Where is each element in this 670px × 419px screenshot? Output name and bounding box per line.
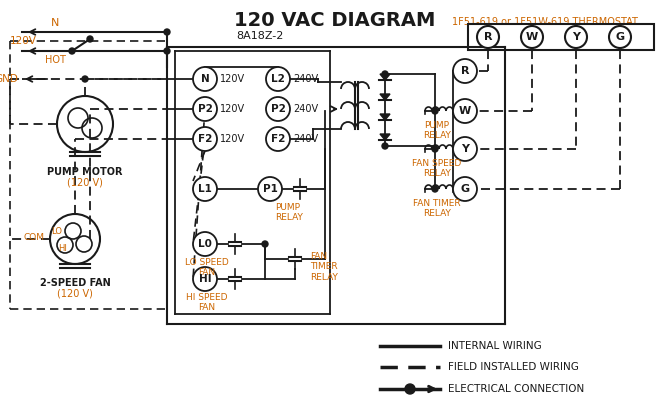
Circle shape xyxy=(432,186,438,192)
Text: LO: LO xyxy=(52,227,62,235)
Circle shape xyxy=(477,26,499,48)
Text: W: W xyxy=(526,32,538,42)
Polygon shape xyxy=(380,74,390,80)
Circle shape xyxy=(432,146,438,152)
Text: COM: COM xyxy=(24,233,45,241)
Circle shape xyxy=(266,97,290,121)
Text: P1: P1 xyxy=(263,184,277,194)
Text: HI: HI xyxy=(199,274,211,284)
Circle shape xyxy=(69,48,75,54)
Circle shape xyxy=(382,71,388,77)
Circle shape xyxy=(164,48,170,54)
Polygon shape xyxy=(380,134,390,140)
Text: N: N xyxy=(200,74,209,84)
Text: G: G xyxy=(460,184,470,194)
Text: 120V: 120V xyxy=(220,104,245,114)
Text: 240V: 240V xyxy=(293,134,318,144)
Circle shape xyxy=(262,241,268,247)
Text: FAN
TIMER
RELAY: FAN TIMER RELAY xyxy=(310,252,338,282)
Text: 2-SPEED FAN: 2-SPEED FAN xyxy=(40,278,111,288)
Text: 240V: 240V xyxy=(293,104,318,114)
Text: (120 V): (120 V) xyxy=(57,288,93,298)
Text: L2: L2 xyxy=(271,74,285,84)
Polygon shape xyxy=(380,114,390,120)
Text: L0: L0 xyxy=(198,239,212,249)
Text: LO SPEED
FAN: LO SPEED FAN xyxy=(185,258,229,277)
Circle shape xyxy=(82,76,88,82)
Circle shape xyxy=(453,59,477,83)
Circle shape xyxy=(164,29,170,35)
Text: PUMP
RELAY: PUMP RELAY xyxy=(423,121,451,140)
Circle shape xyxy=(87,36,93,42)
Text: ELECTRICAL CONNECTION: ELECTRICAL CONNECTION xyxy=(448,384,584,394)
Circle shape xyxy=(565,26,587,48)
Text: INTERNAL WIRING: INTERNAL WIRING xyxy=(448,341,542,351)
Text: N: N xyxy=(51,18,59,28)
Text: P2: P2 xyxy=(198,104,212,114)
Circle shape xyxy=(266,127,290,151)
Text: Y: Y xyxy=(461,144,469,154)
Text: G: G xyxy=(616,32,624,42)
Circle shape xyxy=(405,384,415,394)
Circle shape xyxy=(521,26,543,48)
Text: R: R xyxy=(461,66,469,76)
Circle shape xyxy=(193,177,217,201)
Text: W: W xyxy=(459,106,471,116)
Circle shape xyxy=(453,99,477,123)
Circle shape xyxy=(266,67,290,91)
Text: FAN TIMER
RELAY: FAN TIMER RELAY xyxy=(413,199,461,218)
Circle shape xyxy=(193,97,217,121)
Text: PUMP MOTOR: PUMP MOTOR xyxy=(48,167,123,177)
Text: P2: P2 xyxy=(271,104,285,114)
Polygon shape xyxy=(380,94,390,100)
Circle shape xyxy=(193,67,217,91)
Text: F2: F2 xyxy=(271,134,285,144)
Circle shape xyxy=(453,177,477,201)
Circle shape xyxy=(193,127,217,151)
Text: 1F51-619 or 1F51W-619 THERMOSTAT: 1F51-619 or 1F51W-619 THERMOSTAT xyxy=(452,17,638,27)
Text: FIELD INSTALLED WIRING: FIELD INSTALLED WIRING xyxy=(448,362,579,372)
Text: 120V: 120V xyxy=(10,36,37,46)
Text: HI SPEED
FAN: HI SPEED FAN xyxy=(186,293,228,313)
Text: GND: GND xyxy=(0,74,18,84)
Text: PUMP
RELAY: PUMP RELAY xyxy=(275,203,303,222)
Circle shape xyxy=(609,26,631,48)
Text: 120 VAC DIAGRAM: 120 VAC DIAGRAM xyxy=(234,11,436,30)
Circle shape xyxy=(432,108,438,114)
Text: FAN SPEED
RELAY: FAN SPEED RELAY xyxy=(412,159,462,178)
Circle shape xyxy=(382,143,388,149)
Text: 8A18Z-2: 8A18Z-2 xyxy=(237,31,283,41)
Text: Y: Y xyxy=(572,32,580,42)
Text: 240V: 240V xyxy=(293,74,318,84)
Text: L1: L1 xyxy=(198,184,212,194)
Circle shape xyxy=(453,137,477,161)
Text: 120V: 120V xyxy=(220,74,245,84)
Text: R: R xyxy=(484,32,492,42)
Text: HI: HI xyxy=(58,243,68,253)
Text: 120V: 120V xyxy=(220,134,245,144)
Circle shape xyxy=(193,267,217,291)
Text: (120 V): (120 V) xyxy=(67,177,103,187)
Circle shape xyxy=(258,177,282,201)
Text: HOT: HOT xyxy=(45,55,66,65)
Circle shape xyxy=(193,232,217,256)
Text: F2: F2 xyxy=(198,134,212,144)
